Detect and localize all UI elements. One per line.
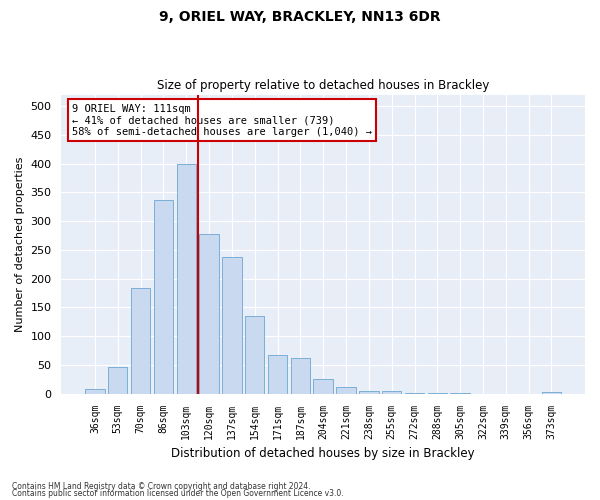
Bar xyxy=(337,388,356,394)
X-axis label: Distribution of detached houses by size in Brackley: Distribution of detached houses by size … xyxy=(172,447,475,460)
Bar xyxy=(382,392,401,394)
Bar xyxy=(290,358,310,394)
Bar xyxy=(268,355,287,394)
Text: 9 ORIEL WAY: 111sqm
← 41% of detached houses are smaller (739)
58% of semi-detac: 9 ORIEL WAY: 111sqm ← 41% of detached ho… xyxy=(72,104,372,136)
Bar xyxy=(542,392,561,394)
Text: Contains HM Land Registry data © Crown copyright and database right 2024.: Contains HM Land Registry data © Crown c… xyxy=(12,482,311,491)
Bar xyxy=(176,164,196,394)
Bar xyxy=(85,389,104,394)
Text: Contains public sector information licensed under the Open Government Licence v3: Contains public sector information licen… xyxy=(12,489,344,498)
Bar xyxy=(108,367,127,394)
Bar xyxy=(359,391,379,394)
Bar xyxy=(451,393,470,394)
Bar xyxy=(131,288,150,394)
Bar xyxy=(245,316,265,394)
Bar xyxy=(428,393,447,394)
Title: Size of property relative to detached houses in Brackley: Size of property relative to detached ho… xyxy=(157,79,490,92)
Bar xyxy=(222,257,242,394)
Bar xyxy=(313,380,333,394)
Text: 9, ORIEL WAY, BRACKLEY, NN13 6DR: 9, ORIEL WAY, BRACKLEY, NN13 6DR xyxy=(159,10,441,24)
Bar xyxy=(405,392,424,394)
Bar xyxy=(199,234,219,394)
Y-axis label: Number of detached properties: Number of detached properties xyxy=(15,156,25,332)
Bar xyxy=(154,200,173,394)
